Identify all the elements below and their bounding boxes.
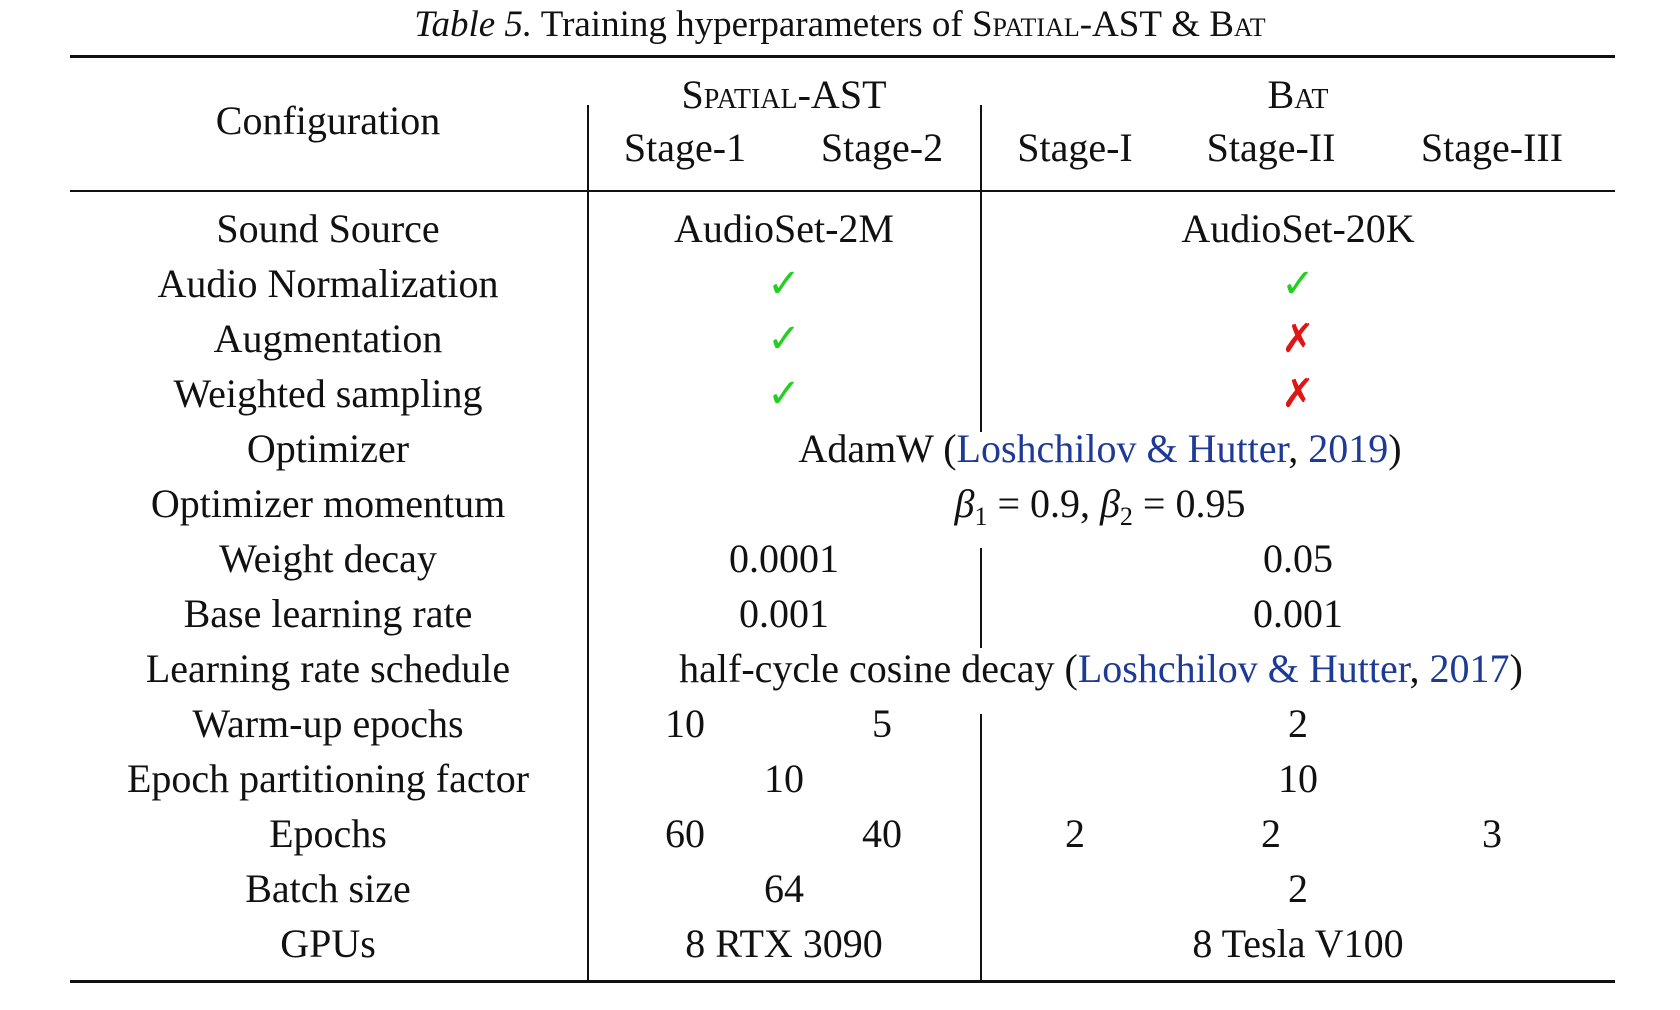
cell-sound-source-b: AudioSet-20K [1181, 206, 1415, 251]
bottom-rule [70, 980, 1615, 983]
beta2-subscript: 2 [1119, 502, 1133, 531]
cell-weight-decay-b: 0.05 [1263, 536, 1333, 581]
row-label-base-learning-rate: Base learning rate [183, 591, 473, 636]
beta1-symbol: β [954, 481, 975, 526]
top-rule [70, 55, 1615, 58]
column-separator-right-1 [980, 192, 982, 432]
row-label-lr-schedule: Learning rate schedule [145, 646, 511, 691]
header-separator-right [980, 105, 982, 192]
cell-lr-schedule: half-cycle cosine decay (Loshchilov & Hu… [679, 646, 1523, 691]
column-separator-right-3 [980, 714, 982, 980]
column-separator-left [587, 192, 589, 980]
caption-model-a: Spatial-AST [971, 4, 1162, 45]
row-label-epoch-partitioning: Epoch partitioning factor [126, 756, 530, 801]
row-label-epochs: Epochs [269, 811, 387, 856]
cell-epochs-stage-iii: 3 [1482, 811, 1502, 856]
check-icon: ✓ [767, 261, 801, 307]
cell-base-lr-b: 0.001 [1253, 591, 1343, 636]
cell-epoch-partition-b: 10 [1278, 756, 1318, 801]
cell-gpus-a: 8 RTX 3090 [685, 921, 883, 966]
row-label-sound-source: Sound Source [216, 206, 440, 251]
cell-warmup-bat: 2 [1288, 701, 1308, 746]
header-stage-i: Stage-I [1017, 125, 1133, 170]
row-label-weight-decay: Weight decay [219, 536, 437, 581]
row-label-gpus: GPUs [280, 921, 376, 966]
lr-schedule-citation-year-link[interactable]: 2017 [1429, 646, 1510, 691]
header-stage-iii: Stage-III [1420, 125, 1564, 170]
header-group-spatial-ast: Spatial-AST [681, 72, 887, 117]
cell-warmup-stage-2: 5 [872, 701, 892, 746]
header-configuration: Configuration [215, 98, 441, 143]
table-caption: Table 5. Training hyperparameters of Spa… [0, 2, 1680, 48]
cross-icon: ✗ [1281, 316, 1315, 362]
cell-epochs-stage-2: 40 [862, 811, 902, 856]
beta1-value: = 0.9, [997, 481, 1090, 526]
caption-ampersand: & [1171, 4, 1200, 45]
optimizer-value: AdamW [798, 426, 934, 471]
caption-model-b: Bat [1209, 4, 1266, 45]
row-label-warmup-epochs: Warm-up epochs [192, 701, 464, 746]
header-stage-ii: Stage-II [1206, 125, 1336, 170]
beta2-symbol: β [1100, 481, 1120, 526]
cell-epochs-stage-ii: 2 [1261, 811, 1281, 856]
header-rule [70, 190, 1615, 192]
cell-base-lr-a: 0.001 [739, 591, 829, 636]
cell-weight-decay-a: 0.0001 [729, 536, 839, 581]
cell-epochs-stage-i: 2 [1065, 811, 1085, 856]
row-label-weighted-sampling: Weighted sampling [173, 371, 483, 416]
row-label-optimizer: Optimizer [246, 426, 410, 471]
check-icon: ✓ [767, 371, 801, 417]
cell-optimizer-momentum: β1 = 0.9, β2 = 0.95 [955, 479, 1246, 542]
cross-icon: ✗ [1281, 371, 1315, 417]
optimizer-citation-year-link[interactable]: 2019 [1308, 426, 1389, 471]
row-label-optimizer-momentum: Optimizer momentum [150, 481, 506, 526]
cell-warmup-stage-1: 10 [665, 701, 705, 746]
cell-optimizer: AdamW (Loshchilov & Hutter, 2019) [798, 426, 1402, 471]
header-stage-2: Stage-2 [820, 125, 944, 170]
caption-label: Table 5. [414, 4, 533, 45]
caption-text: Training hyperparameters of [540, 4, 963, 45]
cell-epoch-partition-a: 10 [764, 756, 804, 801]
cell-batch-size-a: 64 [764, 866, 804, 911]
header-group-bat: Bat [1267, 72, 1329, 117]
beta1-subscript: 1 [974, 502, 988, 531]
optimizer-citation-link[interactable]: Loshchilov & Hutter [956, 426, 1289, 471]
row-label-augmentation: Augmentation [213, 316, 443, 361]
row-label-audio-normalization: Audio Normalization [157, 261, 499, 306]
check-icon: ✓ [767, 316, 801, 362]
beta2-value: = 0.95 [1142, 481, 1246, 526]
cell-epochs-stage-1: 60 [665, 811, 705, 856]
cell-gpus-b: 8 Tesla V100 [1192, 921, 1404, 966]
header-separator-left [587, 105, 589, 192]
column-separator-right-2 [980, 548, 982, 648]
cell-sound-source-a: AudioSet-2M [674, 206, 894, 251]
header-stage-1: Stage-1 [623, 125, 747, 170]
cell-batch-size-b: 2 [1288, 866, 1308, 911]
lr-schedule-citation-link[interactable]: Loshchilov & Hutter [1077, 646, 1410, 691]
check-icon: ✓ [1281, 261, 1315, 307]
row-label-batch-size: Batch size [245, 866, 411, 911]
lr-schedule-value: half-cycle cosine decay [679, 646, 1055, 691]
